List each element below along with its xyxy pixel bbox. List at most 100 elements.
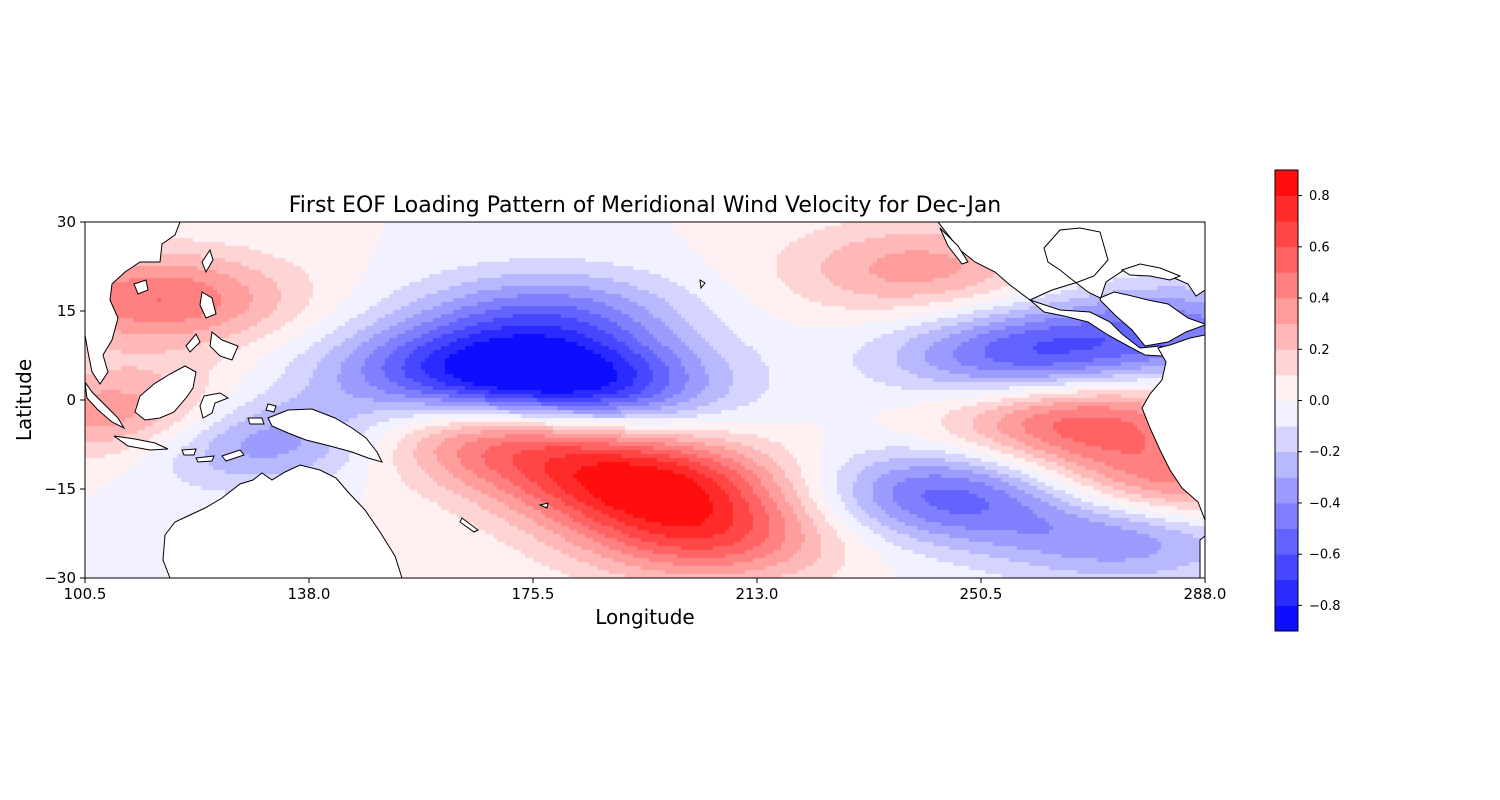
field-cell [777, 246, 781, 250]
field-cell [425, 250, 429, 254]
field-cell [241, 262, 245, 266]
field-cell [485, 246, 489, 250]
field-cell [613, 222, 617, 226]
field-cell [241, 282, 245, 286]
field-cell [445, 234, 449, 238]
field-cell [369, 238, 373, 242]
field-cell [149, 278, 153, 282]
field-cell [629, 274, 633, 278]
field-cell [929, 262, 933, 266]
field-cell [917, 254, 921, 258]
field-cell [505, 286, 509, 290]
field-cell [477, 266, 481, 270]
field-cell [449, 250, 453, 254]
field-cell [813, 286, 817, 290]
field-cell [833, 222, 837, 226]
field-cell [313, 238, 317, 242]
field-cell [541, 286, 545, 290]
field-cell [269, 222, 273, 226]
field-cell [277, 222, 281, 226]
field-cell [225, 290, 229, 294]
field-cell [237, 266, 241, 270]
field-cell [501, 282, 505, 286]
field-cell [525, 286, 529, 290]
field-cell [889, 254, 893, 258]
field-cell [841, 290, 845, 294]
field-cell [353, 222, 357, 226]
field-cell [713, 226, 717, 230]
field-cell [241, 274, 245, 278]
field-cell [637, 254, 641, 258]
field-cell [505, 254, 509, 258]
field-cell [873, 242, 877, 246]
field-cell [697, 234, 701, 238]
field-cell [245, 234, 249, 238]
field-cell [229, 262, 233, 266]
field-cell [729, 282, 733, 286]
field-cell [377, 238, 381, 242]
field-cell [209, 290, 213, 294]
field-cell [241, 270, 245, 274]
field-cell [493, 242, 497, 246]
field-cell [573, 266, 577, 270]
field-cell [353, 270, 357, 274]
field-cell [705, 258, 709, 262]
field-cell [525, 274, 529, 278]
field-cell [849, 234, 853, 238]
field-cell [757, 278, 761, 282]
field-cell [741, 290, 745, 294]
field-cell [325, 286, 329, 290]
field-cell [893, 274, 897, 278]
field-cell [769, 230, 773, 234]
field-cell [1001, 286, 1005, 290]
field-cell [337, 226, 341, 230]
field-cell [369, 222, 373, 226]
field-cell [425, 290, 429, 294]
field-cell [221, 238, 225, 242]
field-cell [169, 258, 173, 262]
field-cell [265, 270, 269, 274]
field-cell [921, 246, 925, 250]
field-cell [729, 278, 733, 282]
field-cell [653, 238, 657, 242]
field-cell [661, 222, 665, 226]
field-cell [841, 242, 845, 246]
field-cell [725, 250, 729, 254]
field-cell [653, 274, 657, 278]
field-cell [233, 270, 237, 274]
field-cell [501, 242, 505, 246]
field-cell [313, 262, 317, 266]
field-cell [337, 282, 341, 286]
field-cell [689, 242, 693, 246]
field-cell [205, 234, 209, 238]
field-cell [253, 234, 257, 238]
field-cell [497, 262, 501, 266]
field-cell [389, 258, 393, 262]
field-cell [785, 290, 789, 294]
field-cell [253, 238, 257, 242]
field-cell [233, 222, 237, 226]
field-cell [389, 226, 393, 230]
field-cell [393, 290, 397, 294]
field-cell [353, 242, 357, 246]
field-cell [233, 286, 237, 290]
field-cell [489, 286, 493, 290]
field-cell [889, 290, 893, 294]
field-cell [777, 278, 781, 282]
field-cell [757, 286, 761, 290]
field-cell [505, 258, 509, 262]
field-cell [933, 254, 937, 258]
field-cell [185, 262, 189, 266]
field-cell [933, 282, 937, 286]
field-cell [337, 246, 341, 250]
field-cell [241, 258, 245, 262]
field-cell [569, 274, 573, 278]
field-cell [385, 270, 389, 274]
field-cell [261, 262, 265, 266]
field-cell [485, 270, 489, 274]
field-cell [597, 258, 601, 262]
field-cell [913, 234, 917, 238]
field-cell [593, 254, 597, 258]
field-cell [433, 222, 437, 226]
field-cell [961, 278, 965, 282]
